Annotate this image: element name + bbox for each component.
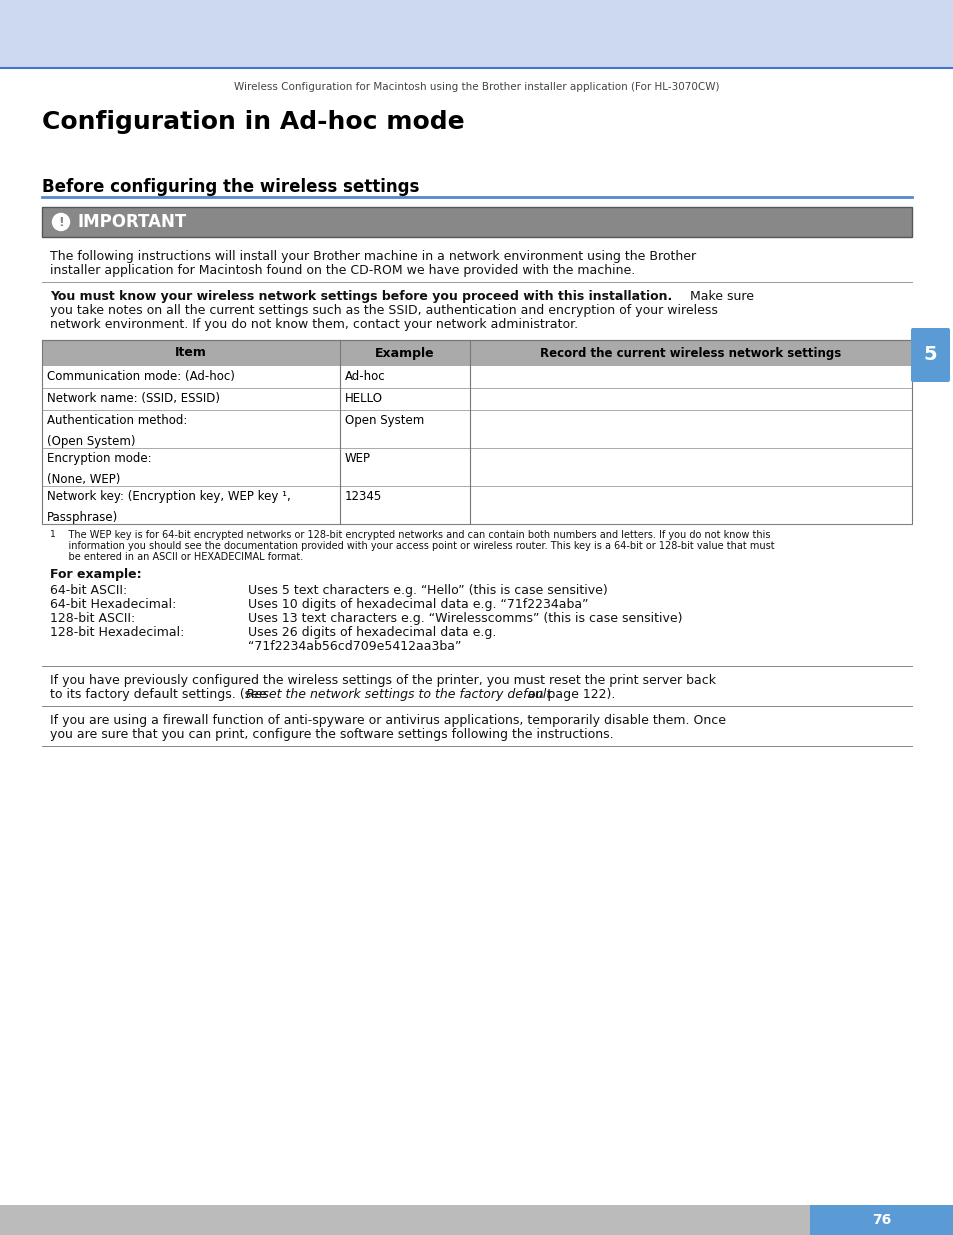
FancyBboxPatch shape	[910, 329, 949, 382]
Bar	[42, 366, 911, 388]
Text: Open System: Open System	[345, 414, 424, 427]
Text: to its factory default settings. (see: to its factory default settings. (see	[50, 688, 271, 701]
Bar	[42, 340, 911, 524]
Text: Communication mode: (Ad-hoc): Communication mode: (Ad-hoc)	[47, 370, 234, 383]
Text: 76: 76	[871, 1213, 891, 1228]
Text: “71f2234ab56cd709e5412aa3ba”: “71f2234ab56cd709e5412aa3ba”	[248, 640, 461, 653]
Text: Reset the network settings to the factory default: Reset the network settings to the factor…	[246, 688, 551, 701]
Text: on page 122).: on page 122).	[523, 688, 615, 701]
Text: 64-bit Hexadecimal:: 64-bit Hexadecimal:	[50, 598, 176, 611]
Text: 12345: 12345	[345, 490, 382, 503]
Text: The WEP key is for 64-bit encrypted networks or 128-bit encrypted networks and c: The WEP key is for 64-bit encrypted netw…	[56, 530, 770, 540]
Text: Network name: (SSID, ESSID): Network name: (SSID, ESSID)	[47, 391, 220, 405]
Text: If you are using a firewall function of anti-spyware or antivirus applications, : If you are using a firewall function of …	[50, 714, 725, 727]
Text: Uses 13 text characters e.g. “Wirelesscomms” (this is case sensitive): Uses 13 text characters e.g. “Wirelessco…	[248, 613, 681, 625]
Text: Wireless Configuration for Macintosh using the Brother installer application (Fo: Wireless Configuration for Macintosh usi…	[234, 82, 719, 91]
Text: Uses 10 digits of hexadecimal data e.g. “71f2234aba”: Uses 10 digits of hexadecimal data e.g. …	[248, 598, 588, 611]
Text: installer application for Macintosh found on the CD-ROM we have provided with th: installer application for Macintosh foun…	[50, 264, 635, 277]
Text: Authentication method:
(Open System): Authentication method: (Open System)	[47, 414, 187, 448]
Bar	[0, 1205, 953, 1235]
Text: Example: Example	[375, 347, 435, 359]
Text: 1: 1	[50, 530, 55, 538]
Bar	[42, 207, 911, 237]
Text: Encryption mode:
(None, WEP): Encryption mode: (None, WEP)	[47, 452, 152, 487]
Text: Configuration in Ad-hoc mode: Configuration in Ad-hoc mode	[42, 110, 464, 135]
Text: 64-bit ASCII:: 64-bit ASCII:	[50, 584, 127, 597]
Text: WEP: WEP	[345, 452, 371, 466]
Bar	[42, 207, 911, 237]
Text: Before configuring the wireless settings: Before configuring the wireless settings	[42, 178, 419, 196]
Text: Item: Item	[175, 347, 207, 359]
Text: Network key: (Encryption key, WEP key ¹,
Passphrase): Network key: (Encryption key, WEP key ¹,…	[47, 490, 291, 524]
Circle shape	[52, 214, 70, 231]
Text: Record the current wireless network settings: Record the current wireless network sett…	[539, 347, 841, 359]
Text: 128-bit ASCII:: 128-bit ASCII:	[50, 613, 135, 625]
Text: If you have previously configured the wireless settings of the printer, you must: If you have previously configured the wi…	[50, 674, 716, 687]
Text: For example:: For example:	[50, 568, 141, 580]
Text: You must know your wireless network settings before you proceed with this instal: You must know your wireless network sett…	[50, 290, 672, 303]
Text: Ad-hoc: Ad-hoc	[345, 370, 385, 383]
Text: 5: 5	[923, 346, 937, 364]
Text: Make sure: Make sure	[685, 290, 753, 303]
Text: !: !	[58, 215, 64, 228]
Text: IMPORTANT: IMPORTANT	[78, 212, 187, 231]
Text: The following instructions will install your Brother machine in a network enviro: The following instructions will install …	[50, 249, 696, 263]
Bar	[42, 448, 911, 487]
Text: Uses 26 digits of hexadecimal data e.g.: Uses 26 digits of hexadecimal data e.g.	[248, 626, 496, 638]
Text: network environment. If you do not know them, contact your network administrator: network environment. If you do not know …	[50, 317, 578, 331]
Text: 128-bit Hexadecimal:: 128-bit Hexadecimal:	[50, 626, 184, 638]
Text: you are sure that you can print, configure the software settings following the i: you are sure that you can print, configu…	[50, 727, 613, 741]
Text: information you should see the documentation provided with your access point or : information you should see the documenta…	[56, 541, 774, 551]
Bar	[42, 410, 911, 448]
Text: be entered in an ASCII or HEXADECIMAL format.: be entered in an ASCII or HEXADECIMAL fo…	[56, 552, 303, 562]
Bar	[42, 340, 911, 366]
Bar	[42, 487, 911, 524]
Bar	[0, 0, 953, 68]
Text: you take notes on all the current settings such as the SSID, authentication and : you take notes on all the current settin…	[50, 304, 717, 317]
Text: Uses 5 text characters e.g. “Hello” (this is case sensitive): Uses 5 text characters e.g. “Hello” (thi…	[248, 584, 607, 597]
Text: HELLO: HELLO	[345, 391, 382, 405]
Bar	[42, 388, 911, 410]
Bar	[809, 1205, 953, 1235]
